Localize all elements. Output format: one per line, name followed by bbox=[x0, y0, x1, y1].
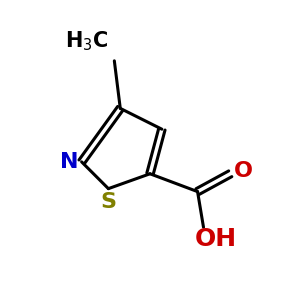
Text: S: S bbox=[100, 192, 116, 212]
Text: N: N bbox=[61, 152, 79, 172]
Text: O: O bbox=[234, 161, 253, 181]
Text: H$_3$C: H$_3$C bbox=[65, 30, 108, 53]
Text: OH: OH bbox=[194, 227, 236, 251]
